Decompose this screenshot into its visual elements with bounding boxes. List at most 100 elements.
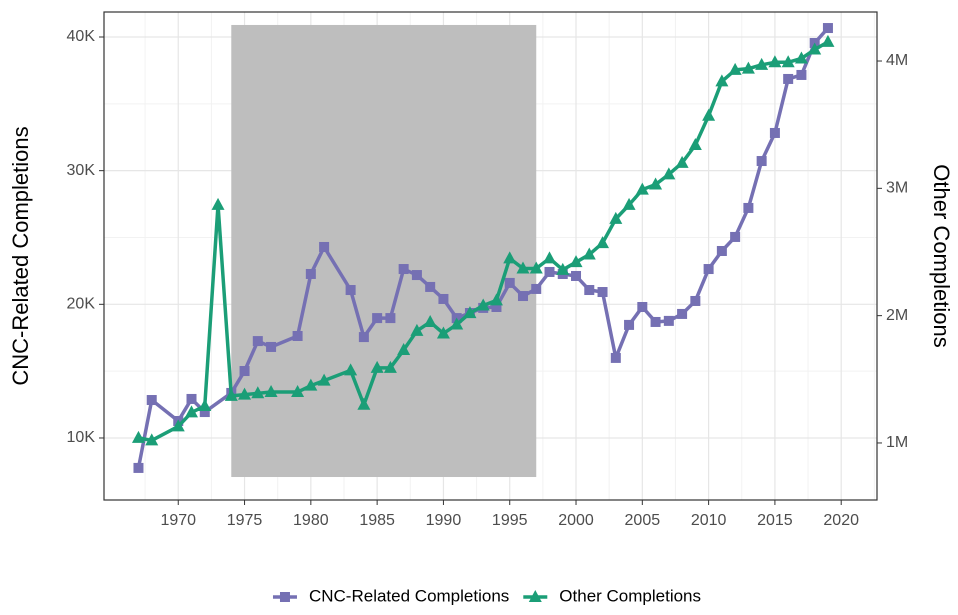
marker [822, 23, 833, 34]
marker [808, 42, 822, 55]
marker [730, 231, 741, 242]
marker [516, 261, 530, 274]
marker [637, 301, 648, 312]
marker [741, 61, 755, 74]
marker [582, 247, 596, 260]
marker [239, 366, 250, 377]
marker [238, 387, 252, 400]
marker [345, 285, 356, 296]
marker [198, 399, 212, 412]
marker [252, 336, 263, 347]
marker [769, 127, 780, 138]
marker [145, 433, 159, 446]
marker [436, 326, 450, 339]
x-tick-label: 1975 [227, 512, 263, 529]
marker [556, 262, 570, 275]
legend-key-marker [528, 590, 542, 602]
y-axis-title: CNC-Related Completions [8, 126, 33, 385]
marker [304, 378, 318, 391]
marker [291, 385, 305, 398]
marker [185, 405, 199, 418]
marker [569, 255, 583, 268]
marker [292, 330, 303, 341]
marker [410, 323, 424, 336]
marker [397, 343, 411, 356]
x-tick-label: 2005 [625, 512, 661, 529]
marker [703, 264, 714, 275]
legend-key-marker [279, 592, 290, 602]
marker [224, 388, 238, 401]
marker [716, 245, 727, 256]
marker [783, 73, 794, 84]
marker [264, 385, 278, 398]
y2-axis-title: Other Completions [929, 164, 954, 347]
marker [411, 270, 422, 281]
marker [358, 332, 369, 343]
legend-item: Other Completions [523, 586, 701, 605]
marker [211, 197, 225, 210]
marker [317, 373, 331, 386]
marker [531, 283, 542, 294]
marker [319, 241, 330, 252]
y2-tick-label: 1M [886, 434, 908, 451]
marker [385, 313, 396, 324]
marker [171, 419, 185, 432]
marker [609, 211, 623, 224]
marker [266, 341, 277, 352]
marker [821, 34, 835, 47]
y-tick-label: 20K [67, 296, 96, 313]
x-tick-label: 2010 [691, 512, 727, 529]
marker [675, 155, 689, 168]
x-tick-label: 1980 [293, 512, 329, 529]
shaded-region [231, 24, 537, 478]
marker [476, 298, 490, 311]
marker [529, 261, 543, 274]
y-tick-label: 30K [67, 162, 96, 179]
panel-border [103, 11, 878, 501]
x-tick-label: 1970 [160, 512, 196, 529]
marker [398, 264, 409, 275]
marker [781, 55, 795, 68]
x-tick-label: 1990 [426, 512, 462, 529]
marker [688, 138, 702, 151]
x-tick-label: 2000 [558, 512, 594, 529]
marker [794, 51, 808, 64]
marker [662, 167, 676, 180]
marker [199, 407, 210, 418]
marker [503, 251, 517, 264]
marker [133, 462, 144, 473]
marker [504, 277, 515, 288]
marker [423, 315, 437, 328]
marker [357, 397, 371, 410]
y2-tick-label: 3M [886, 180, 908, 197]
marker [649, 177, 663, 190]
marker [517, 291, 528, 302]
marker [571, 270, 582, 281]
marker [425, 281, 436, 292]
marker [344, 363, 358, 376]
marker [596, 236, 610, 249]
marker [491, 301, 502, 312]
marker [677, 308, 688, 319]
marker [635, 182, 649, 195]
marker [755, 57, 769, 70]
marker [131, 430, 145, 443]
marker [450, 317, 464, 330]
legend-text: CNC-Related Completions [309, 586, 509, 605]
legend-item: CNC-Related Completions [272, 586, 509, 605]
marker [650, 316, 661, 327]
y2-tick-label: 2M [886, 307, 908, 324]
x-tick-label: 1995 [492, 512, 528, 529]
x-tick-label: 2020 [823, 512, 859, 529]
marker [584, 285, 595, 296]
marker [610, 352, 621, 363]
marker [543, 251, 557, 264]
marker [690, 295, 701, 306]
marker [544, 266, 555, 277]
x-tick-label: 2015 [757, 512, 793, 529]
marker [463, 306, 477, 319]
marker [186, 393, 197, 404]
marker [663, 315, 674, 326]
marker [624, 319, 635, 330]
